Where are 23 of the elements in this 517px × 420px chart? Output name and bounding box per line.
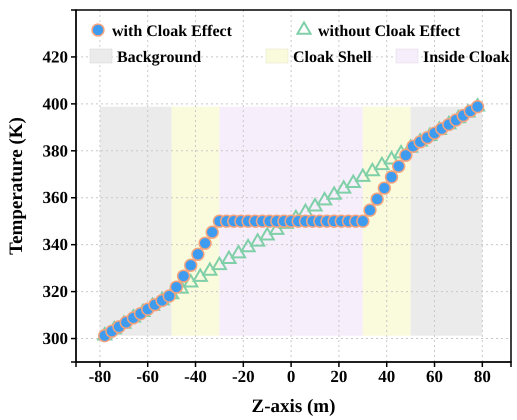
x-tick-label: 80 (474, 367, 491, 386)
x-tick-label: -40 (184, 367, 207, 386)
y-tick-label: 320 (42, 282, 68, 302)
legend-label: Background (117, 49, 202, 66)
legend-label: without Cloak Effect (318, 23, 461, 40)
y-axis-title: Temperature (K) (6, 117, 27, 255)
x-tick-label: 20 (330, 367, 348, 386)
x-tick-label: 0 (286, 367, 296, 386)
legend-label: Inside Cloak (423, 49, 510, 66)
y-tick-label: 340 (42, 235, 68, 254)
x-axis-title: Z-axis (m) (252, 396, 336, 417)
y-tick-label: 300 (42, 328, 68, 348)
y-tick-label: 420 (42, 47, 68, 66)
legend-label: with Cloak Effect (112, 23, 233, 40)
y-tick-label: 360 (42, 188, 68, 208)
x-tick-label: 60 (426, 367, 444, 386)
x-tick-label: -60 (136, 367, 160, 386)
x-tick-label: 40 (378, 367, 396, 386)
legend-label: Cloak Shell (293, 49, 372, 66)
x-tick-label: -20 (232, 367, 255, 386)
y-tick-label: 380 (42, 141, 68, 160)
x-tick-label: -80 (88, 367, 112, 386)
y-tick-label: 400 (42, 94, 68, 114)
